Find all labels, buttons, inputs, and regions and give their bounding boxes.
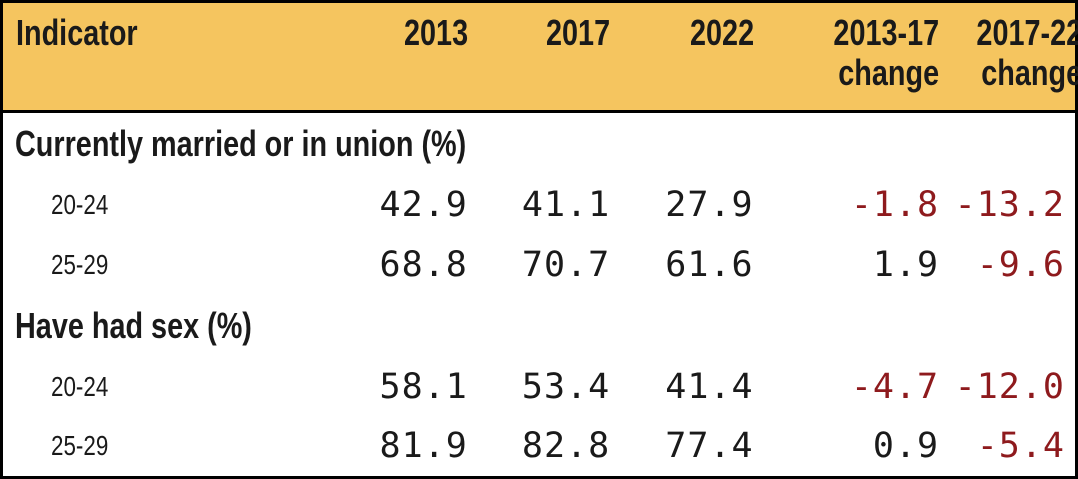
column-header-label: 2017-22: [976, 12, 1078, 53]
value-change-2017-22: -13.2: [954, 185, 1065, 225]
value-2017: 53.4: [521, 367, 611, 407]
table-row: 25-29 81.9 82.8 77.4 0.9 -5.4: [2, 417, 1077, 477]
column-header-2022: 2022: [620, 2, 763, 112]
value-2017: 82.8: [521, 426, 611, 467]
value-2022: 61.6: [665, 245, 754, 285]
column-header-2017-22-change: 2017-22 change: [949, 2, 1078, 112]
value-change-2013-17: 0.9: [872, 426, 940, 467]
column-header-indicator: Indicator: [2, 2, 348, 112]
column-header-2017: 2017: [478, 2, 620, 112]
column-header-label: 2013: [403, 12, 468, 53]
table-row: 20-24 42.9 41.1 27.9 -1.8 -13.2: [2, 175, 1077, 235]
value-2013: 81.9: [379, 426, 468, 467]
value-change-2013-17: -1.8: [850, 185, 940, 225]
value-change-2013-17: 1.9: [872, 245, 940, 285]
value-change-2013-17: -4.7: [850, 367, 940, 407]
row-label: 20-24: [51, 189, 109, 220]
table-row: 20-24 58.1 53.4 41.4 -4.7 -12.0: [2, 357, 1077, 417]
column-header-2013-17-change: 2013-17 change: [764, 2, 950, 112]
value-2017: 41.1: [521, 185, 611, 225]
row-label: 25-29: [51, 430, 109, 462]
section-row-sex: Have had sex (%): [2, 295, 1077, 357]
table-body: Currently married or in union (%) 20-24 …: [2, 112, 1077, 478]
column-header-label: 2022: [689, 12, 754, 53]
value-change-2017-22: -9.6: [976, 245, 1065, 285]
column-header-sublabel: change: [838, 51, 940, 93]
value-2022: 41.4: [665, 367, 754, 407]
value-change-2017-22: -12.0: [954, 367, 1065, 407]
value-2022: 27.9: [665, 185, 754, 225]
row-label: 20-24: [51, 371, 109, 402]
column-header-label: 2013-17: [833, 12, 940, 53]
value-2013: 58.1: [379, 367, 468, 407]
column-header-label: Indicator: [16, 12, 138, 53]
table-header: Indicator 2013 2017 2022 2013-17 change …: [1, 1, 1078, 112]
section-row-married: Currently married or in union (%): [2, 112, 1077, 176]
value-2013: 68.8: [379, 245, 468, 285]
section-title: Currently married or in union (%): [15, 123, 467, 164]
column-header-sublabel: change: [981, 51, 1078, 93]
column-header-label: 2017: [546, 12, 611, 53]
value-change-2017-22: -5.4: [976, 426, 1065, 467]
column-header-2013: 2013: [347, 2, 477, 112]
section-title: Have had sex (%): [15, 305, 252, 346]
value-2022: 77.4: [665, 426, 754, 467]
row-label: 25-29: [51, 249, 109, 280]
value-2013: 42.9: [379, 185, 468, 225]
value-2017: 70.7: [521, 245, 611, 285]
table-row: 25-29 68.8 70.7 61.6 1.9 -9.6: [2, 235, 1077, 295]
header-row: Indicator 2013 2017 2022 2013-17 change …: [1, 1, 1078, 112]
